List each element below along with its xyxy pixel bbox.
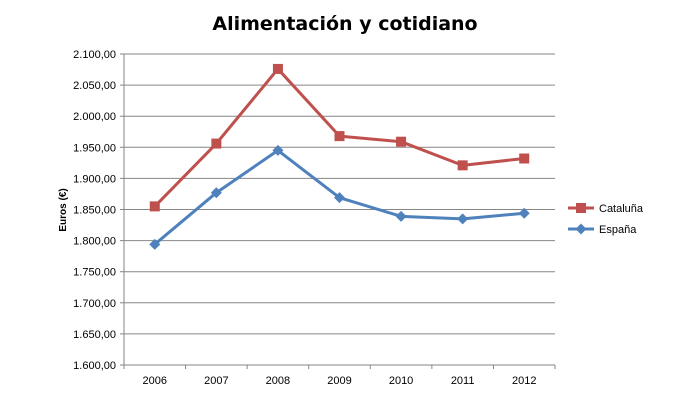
- data-point: [334, 192, 345, 204]
- y-tick-label: 1.900,00: [73, 173, 116, 185]
- data-point: [272, 63, 283, 74]
- y-tick-label: 1.850,00: [73, 205, 116, 217]
- series-espana: [149, 144, 530, 250]
- data-point: [395, 210, 407, 222]
- x-tick-label: 2008: [266, 375, 290, 387]
- data-point: [334, 131, 345, 142]
- gridlines: [124, 53, 555, 335]
- data-point: [211, 138, 222, 149]
- y-tick-label: 2.000,00: [73, 111, 116, 123]
- data-point: [396, 136, 407, 147]
- data-point: [149, 201, 160, 212]
- axes: [120, 53, 556, 369]
- data-point: [518, 207, 530, 219]
- y-tick-label: 2.100,00: [73, 49, 116, 61]
- x-tick-label: 2009: [327, 375, 351, 387]
- data-point: [457, 160, 468, 171]
- y-tick-label: 1.700,00: [73, 298, 116, 310]
- legend: Cataluña España: [568, 203, 644, 236]
- x-tick-label: 2007: [204, 375, 228, 387]
- y-tick-label: 1.950,00: [73, 142, 116, 154]
- series: [149, 63, 530, 250]
- legend-label: Cataluña: [599, 203, 644, 215]
- x-tick-label: 2010: [389, 375, 413, 387]
- legend-marker: [575, 223, 587, 235]
- legend-item: Cataluña: [568, 203, 644, 215]
- legend-item: España: [568, 223, 637, 236]
- data-point: [210, 187, 222, 199]
- y-tick-label: 1.600,00: [73, 360, 116, 372]
- data-point: [149, 238, 161, 250]
- y-axis-tick-labels: 1.600,00 1.650,00 1.700,00 1.750,00 1.800,00…: [73, 49, 116, 372]
- y-tick-label: 2.050,00: [73, 80, 116, 92]
- chart-title: Alimentación y cotidiano: [212, 13, 477, 35]
- x-axis-tick-labels: 2006 2007 2008 2009 2010 2011 2012: [143, 375, 537, 387]
- data-point: [272, 144, 284, 156]
- y-tick-label: 1.750,00: [73, 267, 116, 279]
- series-cataluna: [149, 63, 530, 212]
- y-axis-title: Euros (€): [58, 188, 69, 231]
- legend-marker: [576, 203, 586, 213]
- y-tick-label: 1.650,00: [73, 329, 116, 341]
- legend-label: España: [599, 224, 637, 236]
- x-tick-label: 2006: [143, 375, 167, 387]
- x-tick-label: 2012: [512, 375, 536, 387]
- data-point: [457, 213, 469, 225]
- x-tick-label: 2011: [451, 375, 475, 387]
- y-tick-label: 1.800,00: [73, 236, 116, 248]
- data-point: [519, 153, 530, 164]
